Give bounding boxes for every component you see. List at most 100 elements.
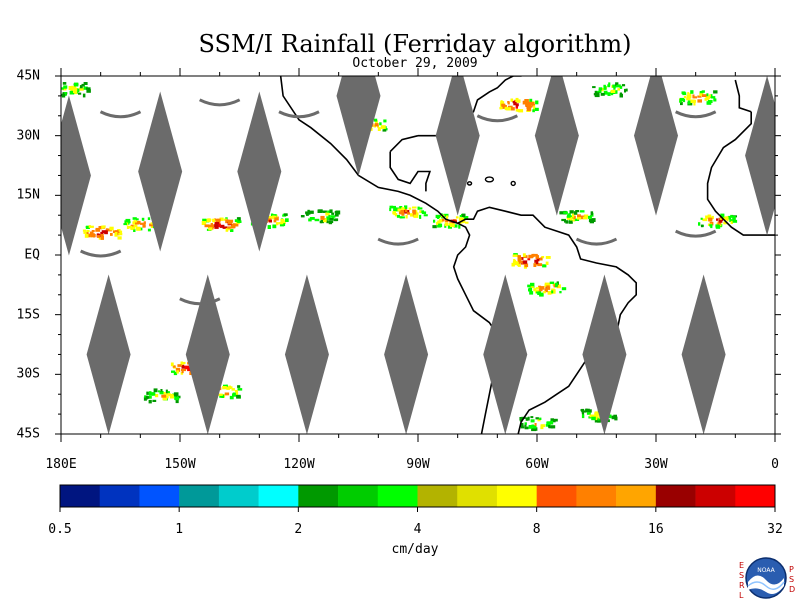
swath-gap — [534, 76, 579, 216]
rain-pixel — [268, 219, 272, 223]
rain-pixel — [208, 227, 213, 231]
rain-pixel — [540, 286, 545, 290]
rain-pixel — [153, 388, 158, 393]
rain-pixel — [379, 122, 382, 126]
lon-label: 180E — [45, 457, 77, 472]
rain-pixel — [109, 226, 114, 231]
rain-pixel — [527, 284, 532, 288]
rain-pixel — [608, 82, 611, 86]
rain-pixel — [692, 99, 697, 103]
rain-pixel — [588, 409, 592, 413]
rain-pixel — [170, 362, 174, 367]
rain-pixel — [717, 221, 721, 225]
rain-pixel — [559, 211, 565, 215]
rain-pixel — [594, 416, 599, 421]
rain-pixel — [62, 87, 67, 91]
rain-pixel — [507, 101, 510, 104]
rain-pixel — [580, 409, 585, 412]
rain-pixel — [686, 94, 692, 99]
rain-pixel — [88, 233, 93, 238]
rain-pixel — [320, 215, 325, 220]
rain-pixel — [595, 92, 600, 95]
rain-pixel — [517, 255, 521, 258]
rain-pixel — [529, 291, 534, 295]
rain-pixel — [278, 222, 284, 225]
rain-pixel — [89, 225, 94, 228]
rain-pixel — [100, 231, 103, 235]
rain-pixel — [463, 216, 467, 220]
rain-pixel — [412, 209, 416, 214]
rain-pixel — [500, 100, 503, 103]
rain-pixel — [537, 292, 540, 295]
rain-pixel — [710, 96, 716, 99]
rain-pixel — [78, 92, 82, 95]
rain-pixel — [590, 211, 594, 216]
svg-text:D: D — [789, 585, 795, 594]
rain-pixel — [399, 206, 403, 209]
swath-gap — [138, 91, 183, 252]
rain-pixel — [404, 205, 408, 209]
rain-pixel — [173, 371, 178, 376]
svg-text:P: P — [789, 565, 794, 574]
rain-pixel — [579, 210, 585, 213]
rain-pixel — [323, 218, 327, 223]
swath-arc — [179, 297, 221, 306]
swath-gap — [681, 274, 726, 434]
rain-pixel — [370, 127, 373, 131]
rain-pixel — [144, 395, 147, 398]
rain-pixel — [564, 220, 569, 223]
swath-gap — [237, 91, 282, 252]
rain-pixel — [540, 424, 546, 428]
colorbar-tick-label: 32 — [767, 522, 783, 537]
rain-pixel — [237, 385, 241, 388]
rain-pixel — [525, 417, 529, 421]
rain-pixel — [397, 208, 403, 212]
rain-pixel — [70, 88, 74, 92]
rain-pixel — [389, 207, 392, 212]
rain-pixel — [545, 256, 551, 259]
colorbar-tick-label: 16 — [648, 522, 664, 537]
rain-pixel — [548, 426, 554, 429]
rain-pixel — [171, 370, 176, 373]
rain-pixel — [528, 287, 533, 292]
rain-pixel — [528, 425, 533, 429]
rain-pixel — [544, 282, 550, 285]
rain-pixel — [532, 109, 535, 113]
rain-pixel — [617, 84, 621, 87]
rain-pixel — [167, 391, 170, 394]
rain-pixel — [709, 224, 713, 227]
rain-pixel — [71, 85, 76, 89]
lon-label: 30W — [644, 457, 668, 472]
rain-pixel — [588, 416, 592, 419]
rain-pixel — [439, 218, 442, 223]
rain-pixel — [64, 92, 67, 96]
rain-pixel — [461, 213, 466, 217]
rain-pixel — [613, 414, 617, 419]
rain-pixel — [531, 427, 537, 432]
rain-pixel — [704, 98, 707, 101]
swath-gap — [86, 274, 131, 434]
rain-pixel — [597, 419, 601, 423]
rain-pixel — [539, 292, 544, 297]
colorbar-tick-label: 8 — [532, 522, 541, 537]
rain-pixel — [465, 216, 469, 220]
rain-pixel — [535, 255, 539, 259]
rain-pixel — [723, 221, 728, 225]
rain-pixel — [526, 107, 532, 111]
rain-pixel — [234, 390, 238, 393]
rain-pixel — [548, 425, 551, 428]
rain-pixel — [730, 220, 733, 224]
rain-pixel — [77, 88, 80, 93]
rain-pixel — [546, 421, 552, 425]
lon-label: 90W — [406, 457, 430, 472]
rain-pixel — [547, 291, 552, 295]
rain-pixel — [177, 364, 182, 367]
rain-pixel — [573, 215, 576, 219]
rain-pixel — [572, 213, 575, 218]
rain-pixel — [524, 424, 527, 427]
rain-pixel — [534, 423, 537, 426]
rain-pixel — [165, 389, 168, 394]
rain-pixel — [187, 366, 191, 370]
rain-pixel — [711, 215, 714, 220]
